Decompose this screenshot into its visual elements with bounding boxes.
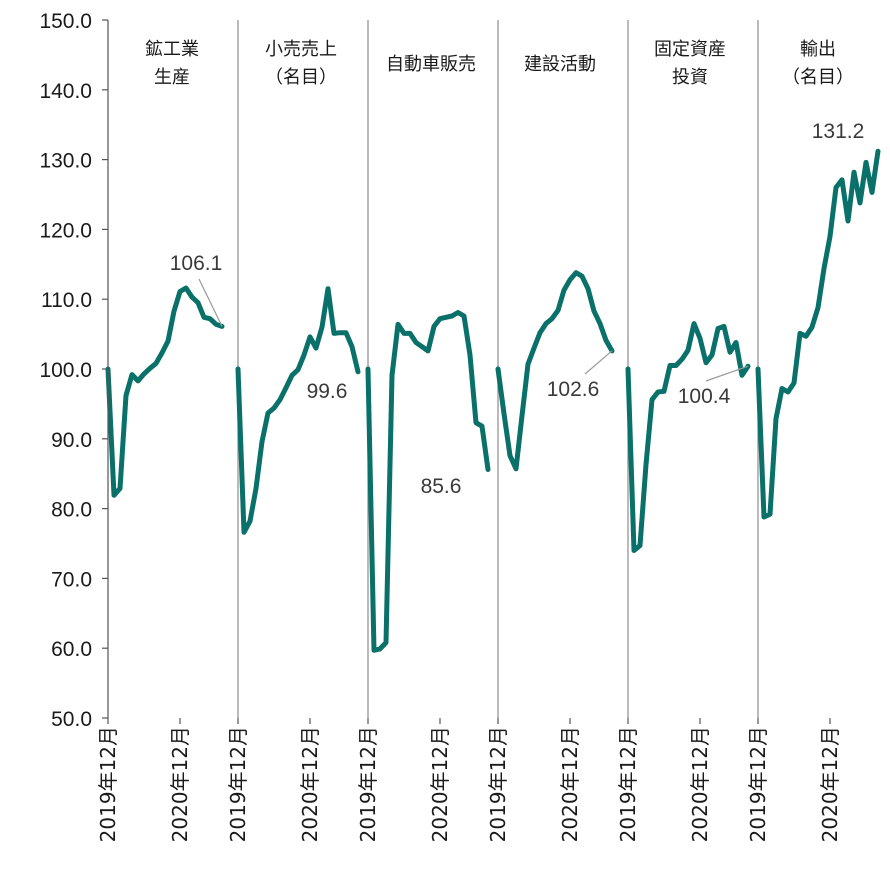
panel-title: 輸出 [800,39,836,60]
x-tick-label: 2019年12月 [616,726,640,842]
x-tick-label: 2020年12月 [168,726,192,842]
y-tick-label: 50.0 [51,708,92,731]
x-tick-label: 2020年12月 [558,726,582,842]
y-tick-label: 140.0 [39,80,92,103]
x-tick-label: 2020年12月 [298,726,322,842]
panel-title: 建設活動 [524,54,596,75]
y-tick-label: 80.0 [51,499,92,522]
x-tick-label: 2019年12月 [486,726,510,842]
x-tick-label: 2019年12月 [226,726,250,842]
y-tick-label: 90.0 [51,429,92,452]
series-line [495,270,615,472]
end-value-label: 99.6 [307,380,348,403]
label-leader-line [584,350,613,375]
x-tick-label: 2020年12月 [688,726,712,842]
y-tick-label: 110.0 [41,289,92,312]
end-value-label: 102.6 [547,378,600,401]
end-value-label: 100.4 [678,385,731,408]
panel-title: （名目） [782,67,854,88]
end-value-label: 131.2 [812,120,865,143]
panel-title: 鉱工業 [145,39,199,60]
x-axis-labels: 2019年12月 2020年12月 2019年12月 2020年12月 2019年12月… [96,718,842,842]
series-lines [105,148,881,653]
y-tick-label: 150.0 [39,10,92,33]
y-tick-label: 130.0 [39,150,92,173]
y-tick-label: 60.0 [51,638,92,661]
x-tick-label: 2020年12月 [818,726,842,842]
panel-title: 自動車販売 [386,54,476,75]
x-tick-label: 2019年12月 [746,726,770,842]
panel-title: 投資 [672,67,708,88]
end-value-labels: 106.1 99.6 85.6 102.6 100.4 131.2 [170,120,865,498]
panel-title: 固定資産 [654,39,726,60]
y-tick-label: 70.0 [51,568,92,591]
panel-title: （名目） [265,67,337,88]
x-tick-label: 2020年12月 [428,726,452,842]
x-tick-label: 2019年12月 [356,726,380,842]
panel-title: 生産 [154,67,190,88]
y-axis-ticks: 150.0 140.0 130.0 120.0 110.0 100.0 90.0 80.0 70… [39,10,108,731]
y-tick-label: 120.0 [39,219,92,242]
series-line [755,148,881,520]
label-leader-line [705,365,749,382]
series-line [365,310,491,653]
x-tick-label: 2019年12月 [96,726,120,842]
y-tick-label: 100.0 [39,359,92,382]
end-value-label: 106.1 [170,252,223,275]
end-value-label: 85.6 [421,475,462,498]
series-line [235,286,361,535]
series-line [105,285,225,498]
panel-title: 小売売上 [265,39,337,60]
label-leader-line [198,278,223,327]
series-line [625,321,751,553]
